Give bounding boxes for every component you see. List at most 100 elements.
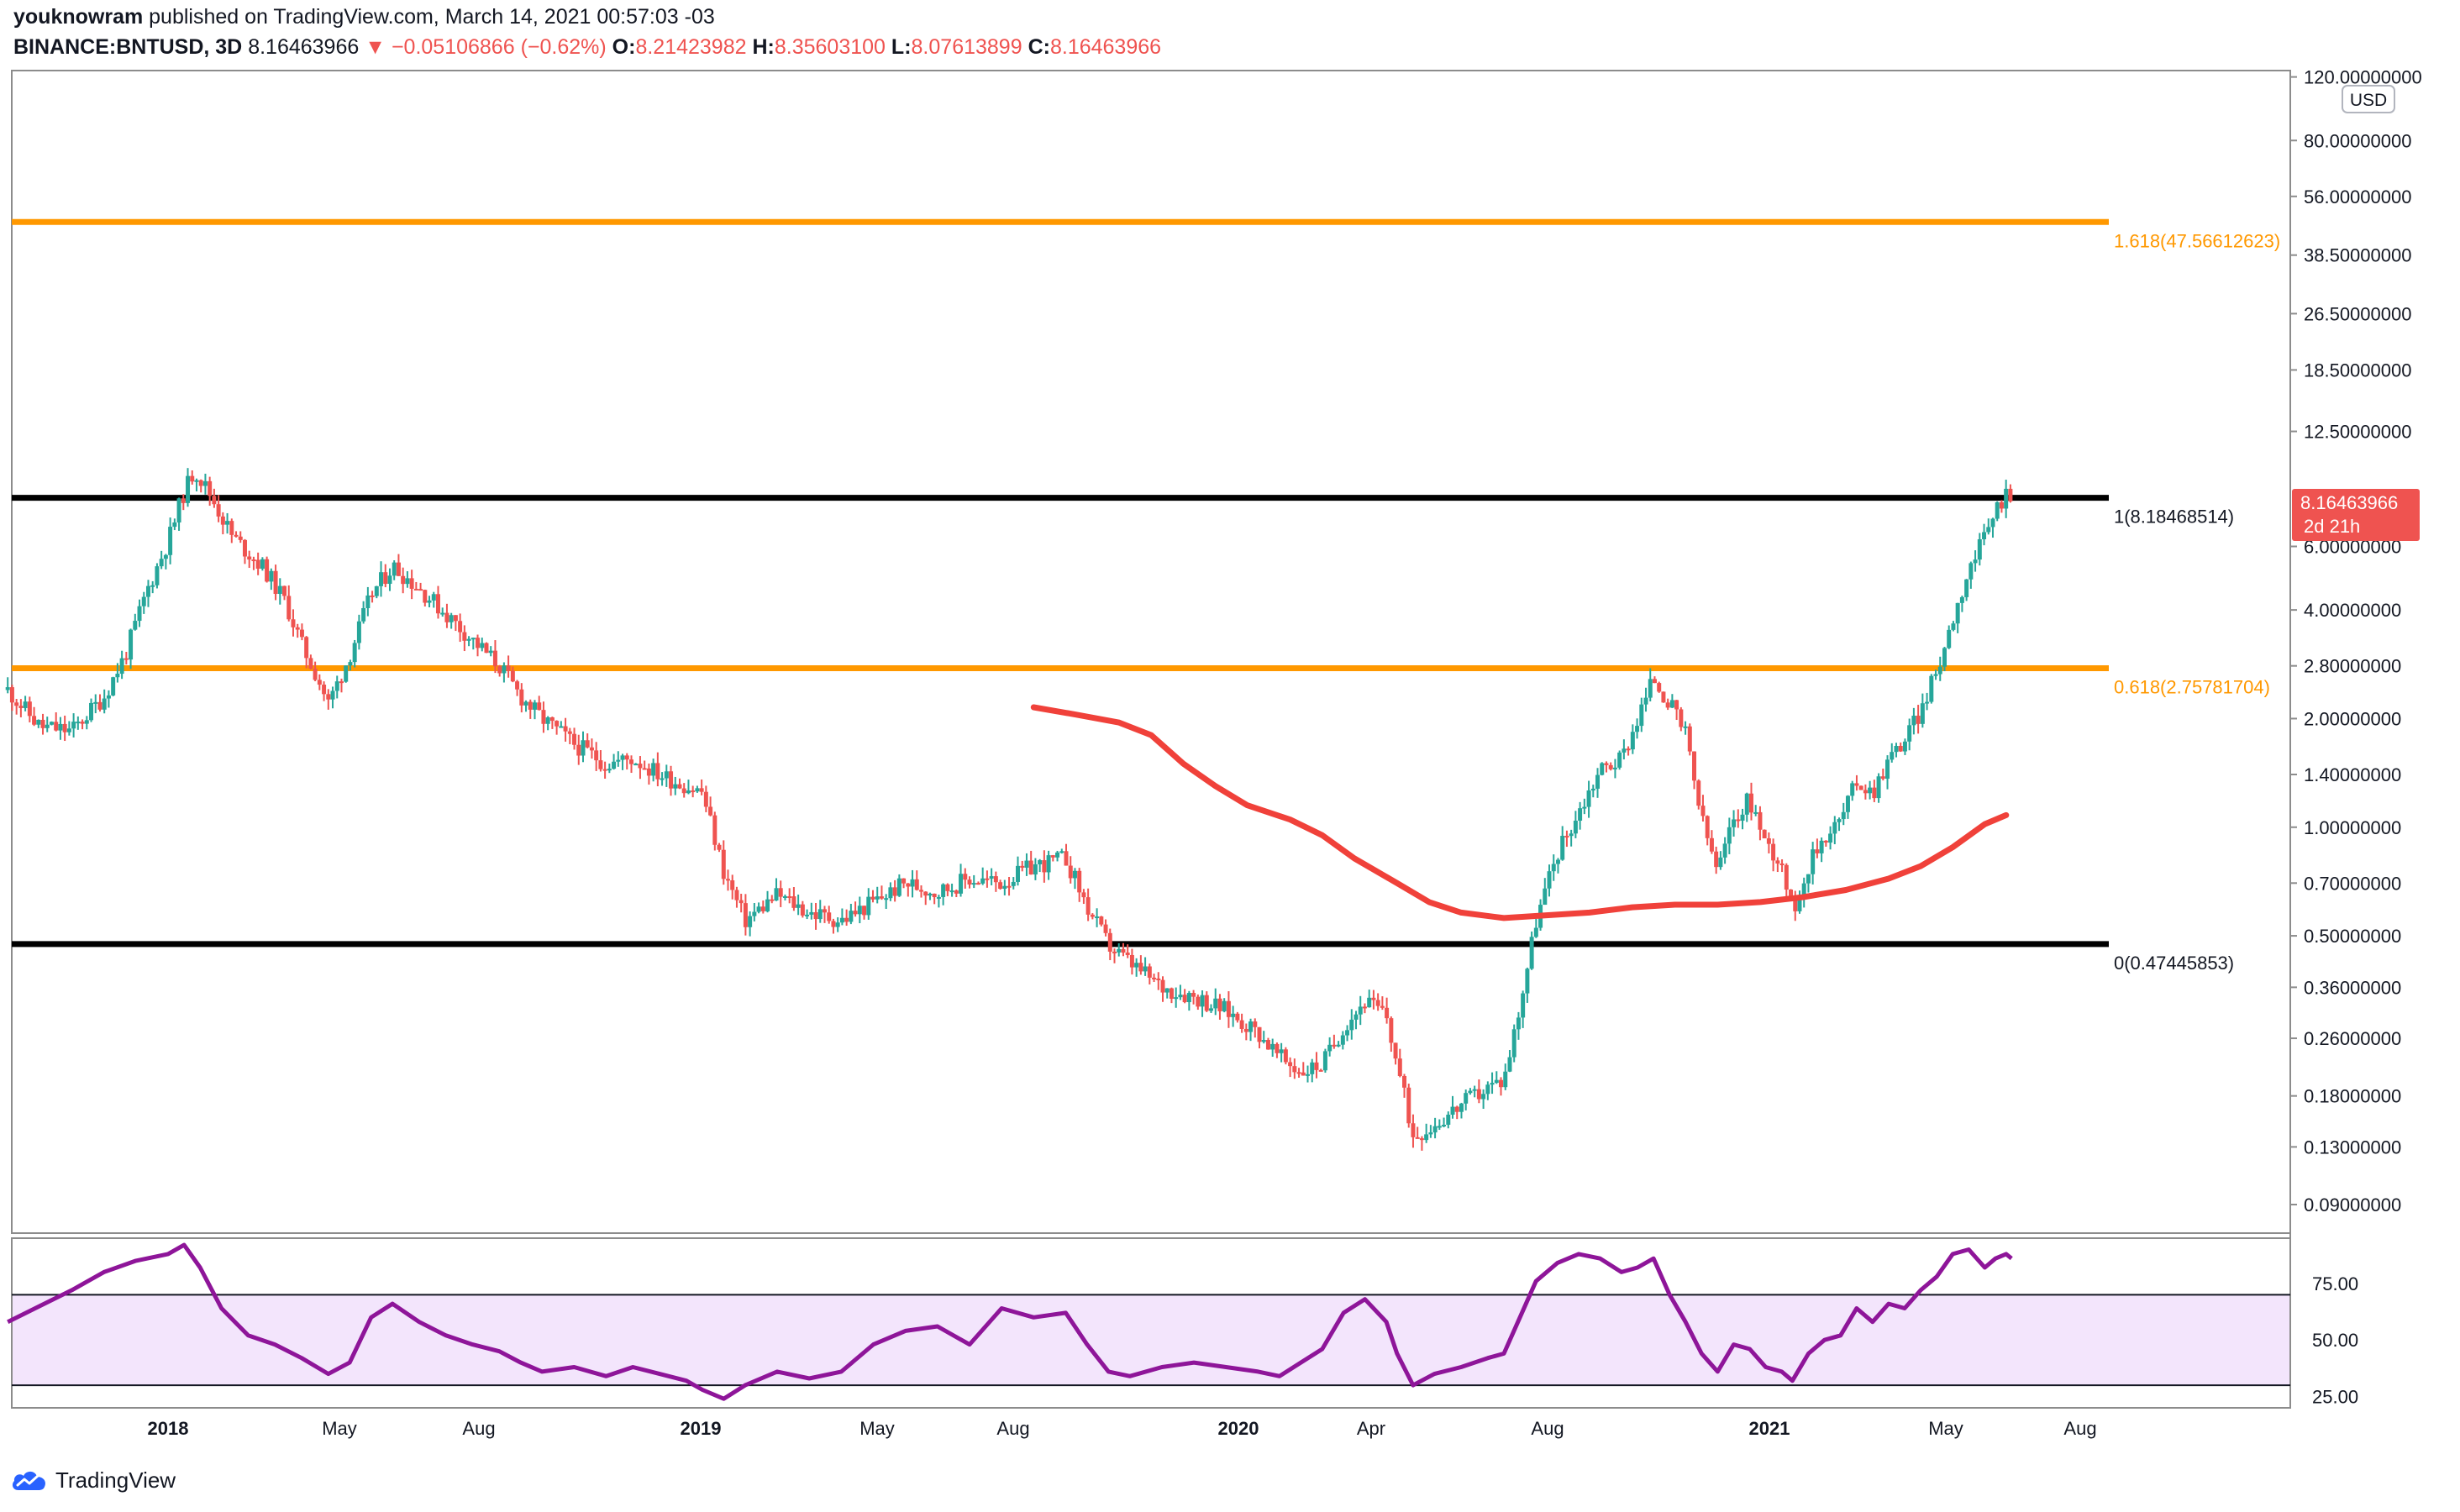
candle-body-291 <box>1283 1049 1288 1063</box>
price-chart[interactable]: 1.618(47.56612623) 1(8.18468514) 0.618(2.7… <box>0 0 2460 1462</box>
candle-body-333 <box>1468 1090 1473 1094</box>
candle-body-191 <box>844 917 849 922</box>
tradingview-brand[interactable]: TradingView <box>55 1467 176 1493</box>
author-name[interactable]: youknowram <box>13 5 144 29</box>
price-label-14: 0.50000000 <box>2304 926 2401 947</box>
candle-body-45 <box>202 480 208 486</box>
candle-body-17 <box>80 722 85 724</box>
time-axis[interactable]: 2018 May Aug 2019 May Aug 2020 Apr Aug 2021 May Aug <box>148 1418 2097 1439</box>
candle-body-3 <box>18 706 24 708</box>
time-label-5: Aug <box>996 1418 1029 1439</box>
candle-body-404 <box>1779 863 1785 865</box>
candle-body-103 <box>458 621 463 633</box>
candle-body-220 <box>971 883 976 885</box>
candle-body-157 <box>695 788 700 792</box>
candle-body-145 <box>642 768 647 770</box>
candle-body-403 <box>1775 860 1780 864</box>
candle-body-95 <box>423 590 428 603</box>
candle-body-348 <box>1533 927 1538 937</box>
time-label-8: Aug <box>1531 1418 1564 1439</box>
candle-body-49 <box>220 516 225 525</box>
candle-body-194 <box>857 906 862 915</box>
candle-body-316 <box>1393 1042 1398 1059</box>
candle-body-440 <box>1937 666 1942 675</box>
candle-body-199 <box>879 896 884 899</box>
candle-body-390 <box>1718 857 1723 868</box>
currency-label: USD <box>2350 91 2387 110</box>
candle-body-140 <box>620 755 625 760</box>
price-label-11: 1.40000000 <box>2304 764 2401 785</box>
candle-body-431 <box>1898 745 1903 752</box>
candle-body-429 <box>1890 752 1895 760</box>
candle-body-417 <box>1837 819 1842 822</box>
candle-body-31 <box>141 596 146 606</box>
price-axis[interactable]: 120.00000000 80.00000000 56.00000000 38.500… <box>2290 67 2422 1215</box>
candle-body-306 <box>1349 1019 1354 1031</box>
candle-body-254 <box>1121 948 1126 953</box>
candle-body-130 <box>576 744 581 756</box>
candle-body-247 <box>1090 914 1095 917</box>
candle-body-106 <box>470 638 476 640</box>
open-label: O: <box>612 35 636 59</box>
candle-body-255 <box>1125 953 1130 955</box>
close-label: C: <box>1028 35 1050 59</box>
candle-body-153 <box>677 784 682 789</box>
candles <box>5 468 2013 1151</box>
candle-body-319 <box>1406 1087 1411 1124</box>
candle-body-346 <box>1525 969 1530 994</box>
candle-body-224 <box>989 876 994 879</box>
ma-line <box>1030 704 2010 921</box>
price-label-1: 80.00000000 <box>2304 130 2411 151</box>
candle-body-99 <box>440 612 445 615</box>
candle-body-327 <box>1442 1124 1447 1126</box>
candle-body-41 <box>186 475 191 503</box>
candle-body-232 <box>1024 860 1029 868</box>
candle-body-230 <box>1016 865 1021 882</box>
candle-body-320 <box>1411 1123 1416 1137</box>
candle-body-208 <box>918 890 923 892</box>
candle-body-253 <box>1117 948 1122 953</box>
currency-badge[interactable]: USD <box>2342 85 2395 113</box>
candle-body-40 <box>181 498 186 503</box>
candle-body-98 <box>435 594 440 614</box>
candle-body-443 <box>1951 623 1956 630</box>
candle-body-122 <box>541 710 546 724</box>
candle-body-279 <box>1231 1013 1236 1017</box>
candle-body-76 <box>339 681 344 684</box>
candle-body-257 <box>1134 963 1139 968</box>
candle-body-101 <box>449 615 454 622</box>
candle-body-229 <box>1011 881 1016 886</box>
candle-body-380 <box>1674 700 1679 710</box>
price-label-18: 0.13000000 <box>2304 1137 2401 1158</box>
price-label-4: 26.50000000 <box>2304 303 2411 324</box>
candle-body-221 <box>975 883 980 885</box>
candle-body-146 <box>646 768 651 776</box>
candle-body-37 <box>168 527 173 555</box>
candle-body-161 <box>712 815 718 845</box>
candle-body-237 <box>1046 855 1051 873</box>
candle-body-452 <box>1990 518 1995 528</box>
candle-body-59 <box>265 559 270 582</box>
candle-body-139 <box>616 759 621 762</box>
candle-body-158 <box>699 788 704 792</box>
candle-body-330 <box>1454 1106 1459 1112</box>
candle-body-448 <box>1973 559 1978 564</box>
candle-body-263 <box>1160 979 1165 993</box>
candle-body-446 <box>1964 579 1969 597</box>
candle-body-419 <box>1845 795 1850 812</box>
candle-body-361 <box>1590 788 1595 791</box>
candle-body-126 <box>559 726 564 728</box>
candle-body-398 <box>1753 811 1758 814</box>
price-label-5: 18.50000000 <box>2304 360 2411 381</box>
candle-body-386 <box>1700 806 1706 816</box>
candle-body-15 <box>71 722 76 729</box>
symbol-label[interactable]: BINANCE:BNTUSD, 3D <box>13 35 243 59</box>
price-change: −0.05106866 (−0.62%) <box>391 35 607 59</box>
candle-body-408 <box>1797 899 1802 911</box>
last-price: 8.16463966 <box>248 35 360 59</box>
candle-body-173 <box>765 899 770 911</box>
price-label-19: 0.09000000 <box>2304 1194 2401 1215</box>
candle-body-68 <box>304 637 309 659</box>
candle-body-449 <box>1977 539 1982 560</box>
candle-body-104 <box>462 632 467 641</box>
